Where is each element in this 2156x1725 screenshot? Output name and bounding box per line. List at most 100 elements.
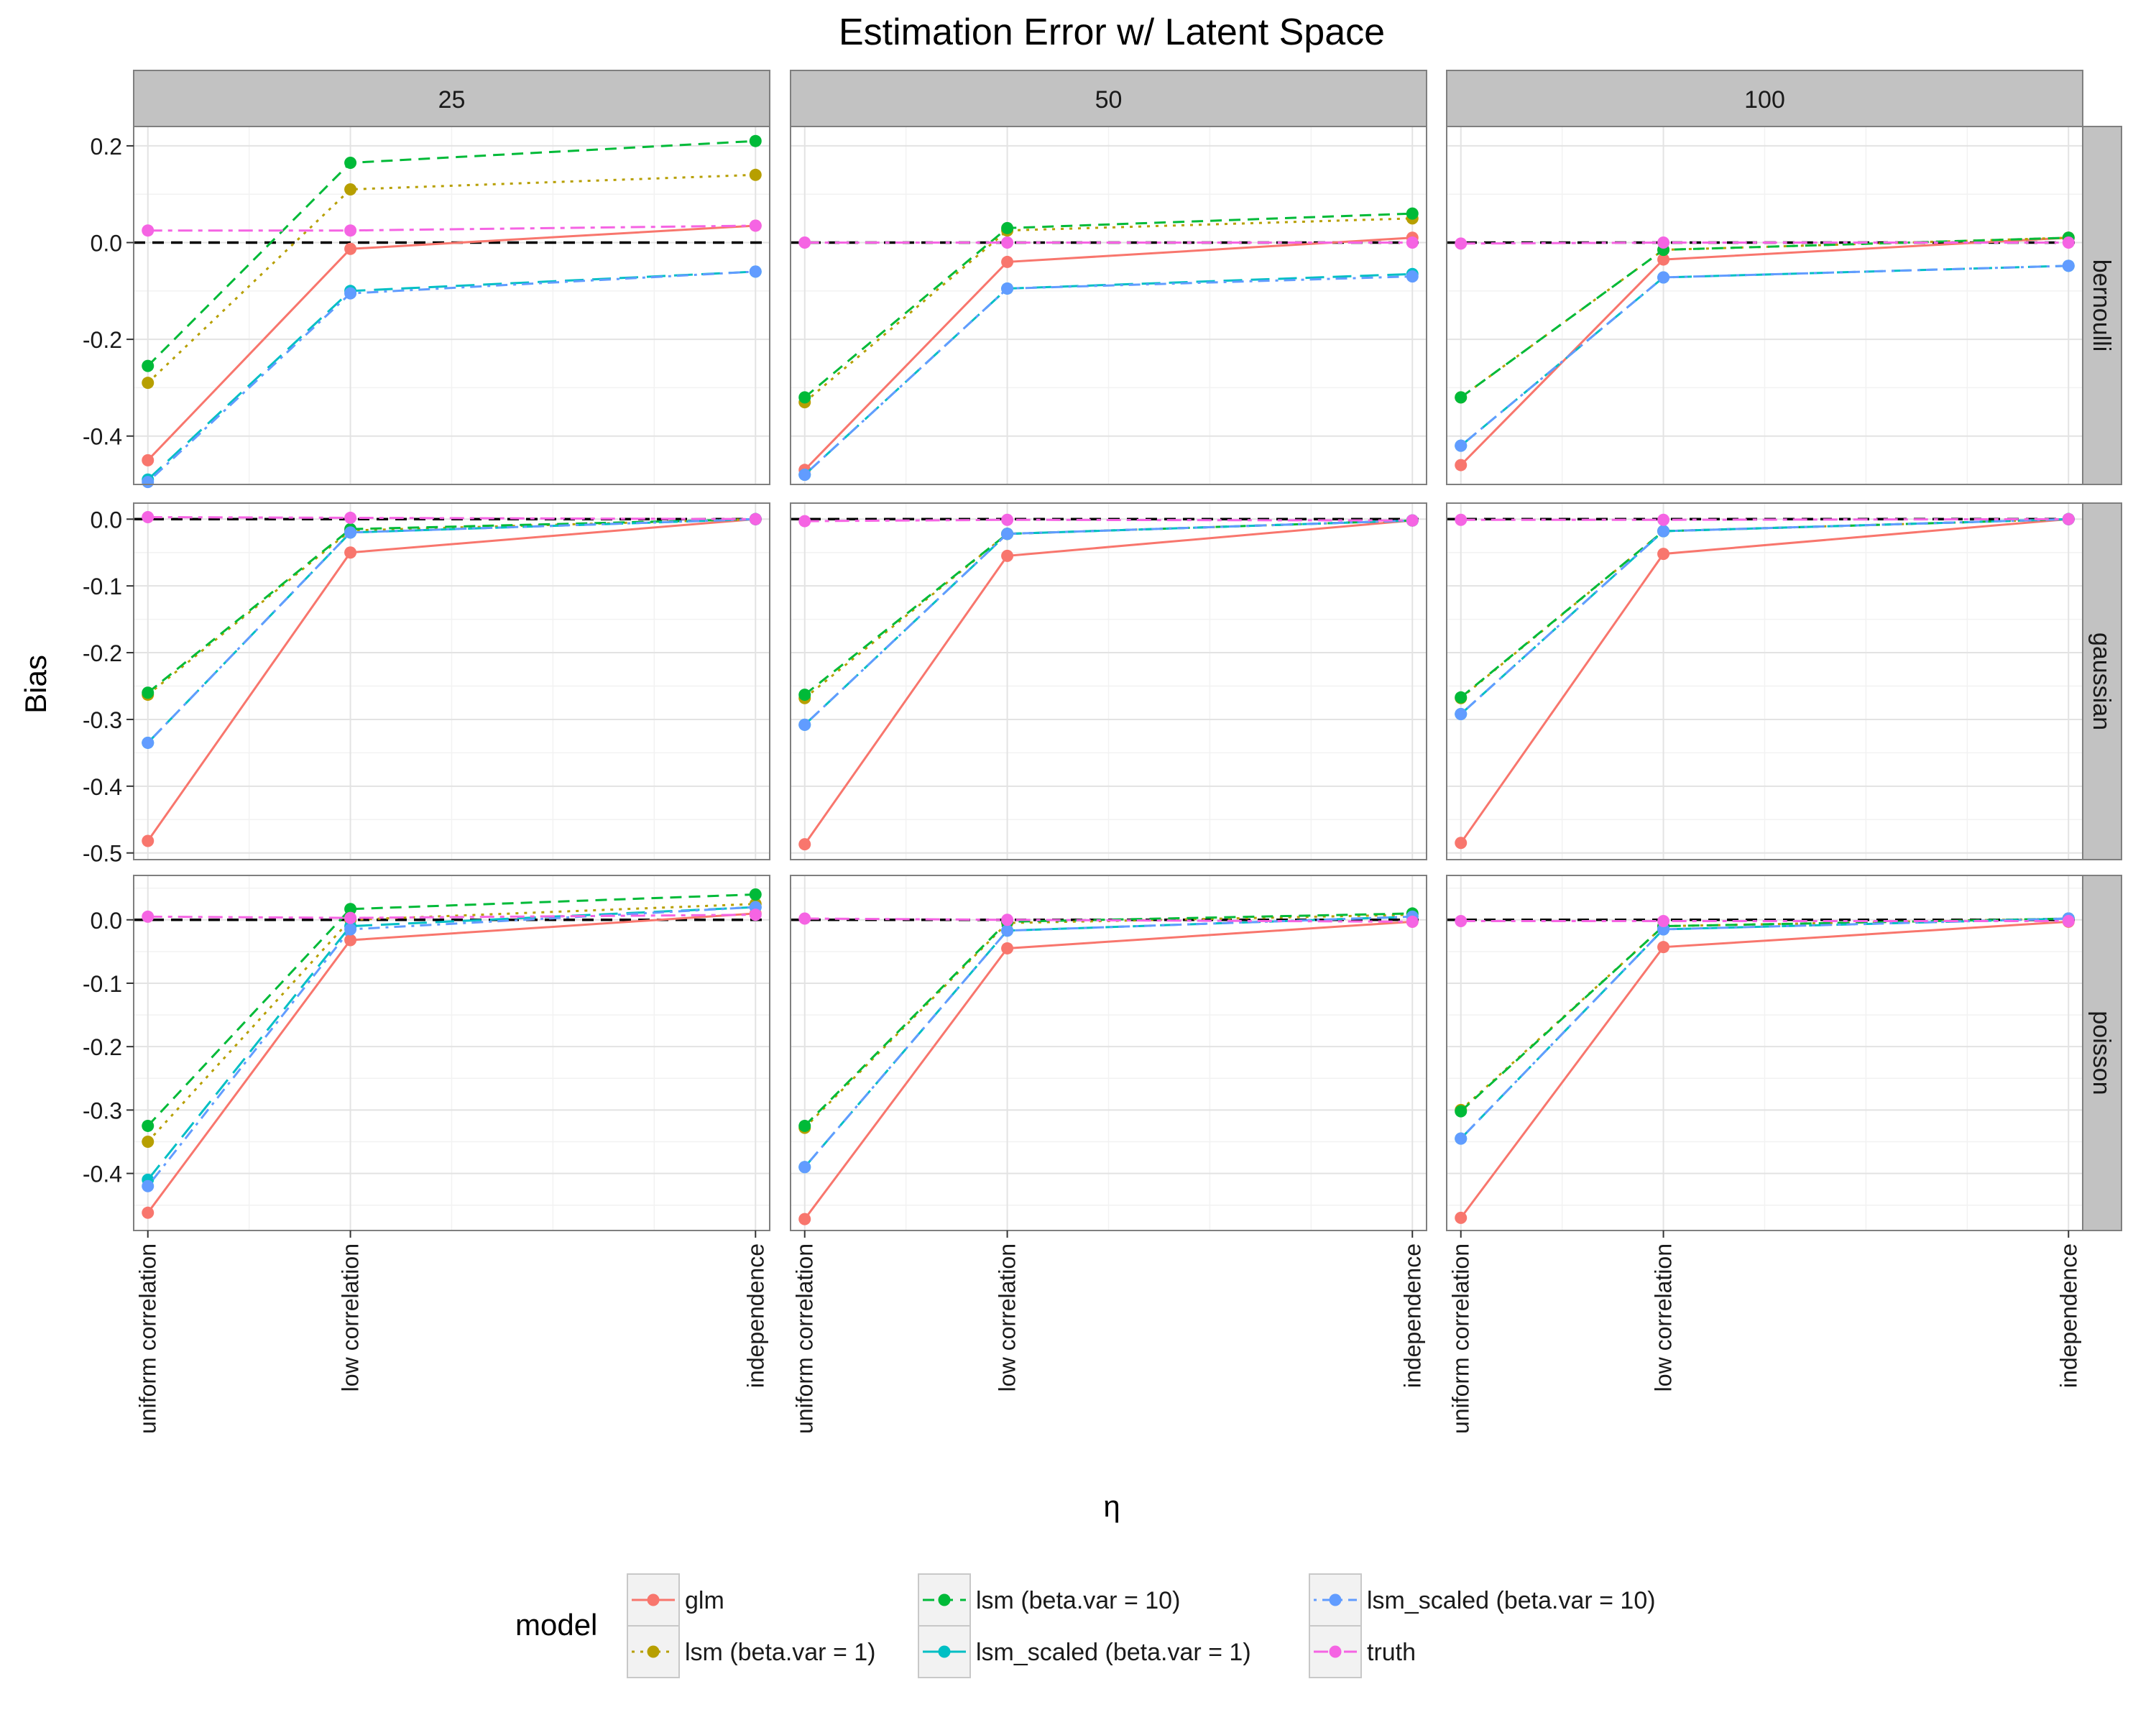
legend-key-point bbox=[938, 1593, 951, 1606]
data-point-lsm-beta-var-10-uniform-correlation bbox=[798, 391, 811, 404]
data-point-truth-independence bbox=[749, 908, 762, 921]
data-point-truth-uniform-correlation bbox=[798, 515, 811, 528]
data-point-lsm-beta-var-10-uniform-correlation bbox=[1455, 691, 1468, 704]
x-tick-label-uniform-correlation: uniform correlation bbox=[792, 1243, 818, 1434]
data-point-lsm-beta-var-10-low-correlation bbox=[344, 903, 357, 916]
legend-key-box bbox=[627, 1625, 680, 1678]
data-point-truth-independence bbox=[1406, 915, 1419, 928]
data-point-truth-independence bbox=[1406, 236, 1419, 249]
panel-bernoulli-100 bbox=[1446, 126, 2083, 485]
data-point-lsm-beta-var-10-uniform-correlation bbox=[142, 1119, 155, 1132]
series-line-lsm-beta-var-10 bbox=[147, 893, 756, 1127]
panel-border bbox=[790, 126, 1427, 485]
facet-label-row-bernoulli: bernoulli bbox=[2088, 259, 2115, 352]
series-line-lsm-scaled-beta-var-10 bbox=[147, 518, 756, 744]
panel-border bbox=[790, 502, 1427, 860]
y-tick-label: 0.0 bbox=[91, 507, 122, 533]
data-point-lsm-scaled-beta-var-10-uniform-correlation bbox=[1455, 708, 1468, 721]
data-point-truth-independence bbox=[2062, 512, 2075, 525]
data-point-truth-uniform-correlation bbox=[1455, 915, 1468, 928]
data-point-glm-low-correlation bbox=[1001, 549, 1014, 562]
data-point-lsm-beta-var-10-independence bbox=[749, 888, 762, 901]
facet-label-col-50: 50 bbox=[1095, 86, 1123, 114]
y-tick-label: -0.2 bbox=[83, 1034, 122, 1060]
panel-bernoulli-25: 0.2 0.0 -0.2 -0.4 bbox=[83, 126, 770, 489]
data-point-truth-independence bbox=[749, 219, 762, 232]
legend-item-lsm-beta-var-1: lsm (beta.var = 1) bbox=[627, 1625, 875, 1678]
data-point-glm-uniform-correlation bbox=[142, 454, 155, 466]
data-point-truth-low-correlation bbox=[1001, 914, 1014, 926]
data-point-truth-low-correlation bbox=[1657, 915, 1670, 928]
panel-border bbox=[133, 875, 770, 1231]
series-line-lsm-beta-var-1 bbox=[147, 903, 756, 1143]
series-line-lsm-scaled-beta-var-10 bbox=[1460, 264, 2069, 447]
data-point-lsm-beta-var-10-low-correlation bbox=[344, 156, 357, 169]
data-point-truth-low-correlation bbox=[344, 511, 357, 524]
data-point-glm-uniform-correlation bbox=[142, 1206, 155, 1219]
series-line-truth bbox=[804, 518, 1413, 523]
y-tick-label: -0.4 bbox=[83, 774, 122, 800]
data-point-lsm-scaled-beta-var-10-independence bbox=[749, 265, 762, 278]
data-point-glm-low-correlation bbox=[1001, 255, 1014, 268]
data-point-lsm-scaled-beta-var-10-uniform-correlation bbox=[798, 718, 811, 731]
data-point-lsm-beta-var-10-uniform-correlation bbox=[1455, 1105, 1468, 1118]
legend-key-point bbox=[647, 1645, 660, 1658]
legend-key-point bbox=[1329, 1593, 1342, 1606]
legend-label: lsm (beta.var = 1) bbox=[685, 1639, 875, 1666]
legend-label: lsm_scaled (beta.var = 1) bbox=[976, 1639, 1251, 1666]
data-point-lsm-beta-var-10-uniform-correlation bbox=[142, 686, 155, 699]
data-point-lsm-scaled-beta-var-10-uniform-correlation bbox=[142, 1179, 155, 1192]
legend-label: glm bbox=[685, 1587, 724, 1614]
y-tick-label: -0.2 bbox=[83, 640, 122, 666]
series-line-lsm-beta-var-1 bbox=[1460, 518, 2069, 699]
panel-border bbox=[790, 875, 1427, 1231]
x-tick-label-independence: independence bbox=[742, 1243, 768, 1388]
data-point-lsm-beta-var-10-independence bbox=[749, 134, 762, 147]
data-point-lsm-beta-var-10-independence bbox=[1406, 207, 1419, 220]
data-point-truth-low-correlation bbox=[344, 911, 357, 924]
legend-item-lsm-beta-var-10: lsm (beta.var = 10) bbox=[918, 1573, 1180, 1627]
y-tick-label: 0.0 bbox=[91, 231, 122, 257]
series-line-lsm-beta-var-1 bbox=[803, 217, 1413, 403]
series-line-truth bbox=[1460, 518, 2069, 521]
x-tick-label-uniform-correlation: uniform correlation bbox=[1448, 1243, 1474, 1434]
y-tick-label: -0.5 bbox=[83, 841, 122, 867]
panel-border bbox=[1446, 126, 2083, 485]
data-point-lsm-beta-var-1-uniform-correlation bbox=[142, 1136, 155, 1148]
data-point-glm-uniform-correlation bbox=[798, 1213, 811, 1225]
data-point-glm-low-correlation bbox=[1001, 942, 1014, 954]
data-point-truth-low-correlation bbox=[1657, 513, 1670, 526]
panel-border bbox=[1446, 502, 2083, 860]
data-point-truth-uniform-correlation bbox=[142, 910, 155, 923]
data-point-glm-uniform-correlation bbox=[1455, 837, 1468, 850]
x-tick-label-low-correlation: low correlation bbox=[995, 1243, 1021, 1392]
data-point-lsm-scaled-beta-var-10-independence bbox=[2062, 259, 2075, 272]
panel-border bbox=[133, 126, 770, 485]
facet-strip-row-poisson bbox=[2082, 875, 2122, 1231]
data-point-lsm-beta-var-10-uniform-correlation bbox=[1455, 391, 1468, 404]
facet-label-col-25: 25 bbox=[438, 86, 466, 114]
legend-key-point bbox=[647, 1593, 660, 1606]
facet-strip-row-gaussian bbox=[2082, 502, 2122, 860]
y-tick-label: -0.3 bbox=[83, 1098, 122, 1123]
data-point-glm-low-correlation bbox=[1657, 548, 1670, 561]
data-point-lsm-beta-var-10-uniform-correlation bbox=[798, 1119, 811, 1132]
data-point-truth-uniform-correlation bbox=[142, 224, 155, 237]
chart-title: Estimation Error w/ Latent Space bbox=[839, 12, 1385, 53]
data-point-lsm-scaled-beta-var-10-uniform-correlation bbox=[798, 469, 811, 482]
y-axis-title: Bias bbox=[19, 655, 52, 714]
x-tick-label-independence: independence bbox=[1399, 1243, 1425, 1388]
y-tick-label: -0.2 bbox=[83, 327, 122, 353]
facet-label-row-poisson: poisson bbox=[2088, 1011, 2115, 1095]
legend-item-lsm-scaled-beta-var-1: lsm_scaled (beta.var = 1) bbox=[918, 1625, 1251, 1678]
data-point-glm-low-correlation bbox=[344, 934, 357, 947]
data-point-glm-uniform-correlation bbox=[142, 834, 155, 847]
data-point-glm-low-correlation bbox=[1657, 253, 1670, 266]
data-point-lsm-scaled-beta-var-10-low-correlation bbox=[1001, 924, 1014, 937]
data-point-lsm-scaled-beta-var-10-low-correlation bbox=[1657, 271, 1670, 284]
y-tick-label: -0.1 bbox=[83, 574, 122, 599]
data-point-lsm-scaled-beta-var-10-low-correlation bbox=[1001, 282, 1014, 295]
facet-strip-col-100 bbox=[1446, 70, 2083, 127]
data-point-truth-uniform-correlation bbox=[142, 511, 155, 524]
